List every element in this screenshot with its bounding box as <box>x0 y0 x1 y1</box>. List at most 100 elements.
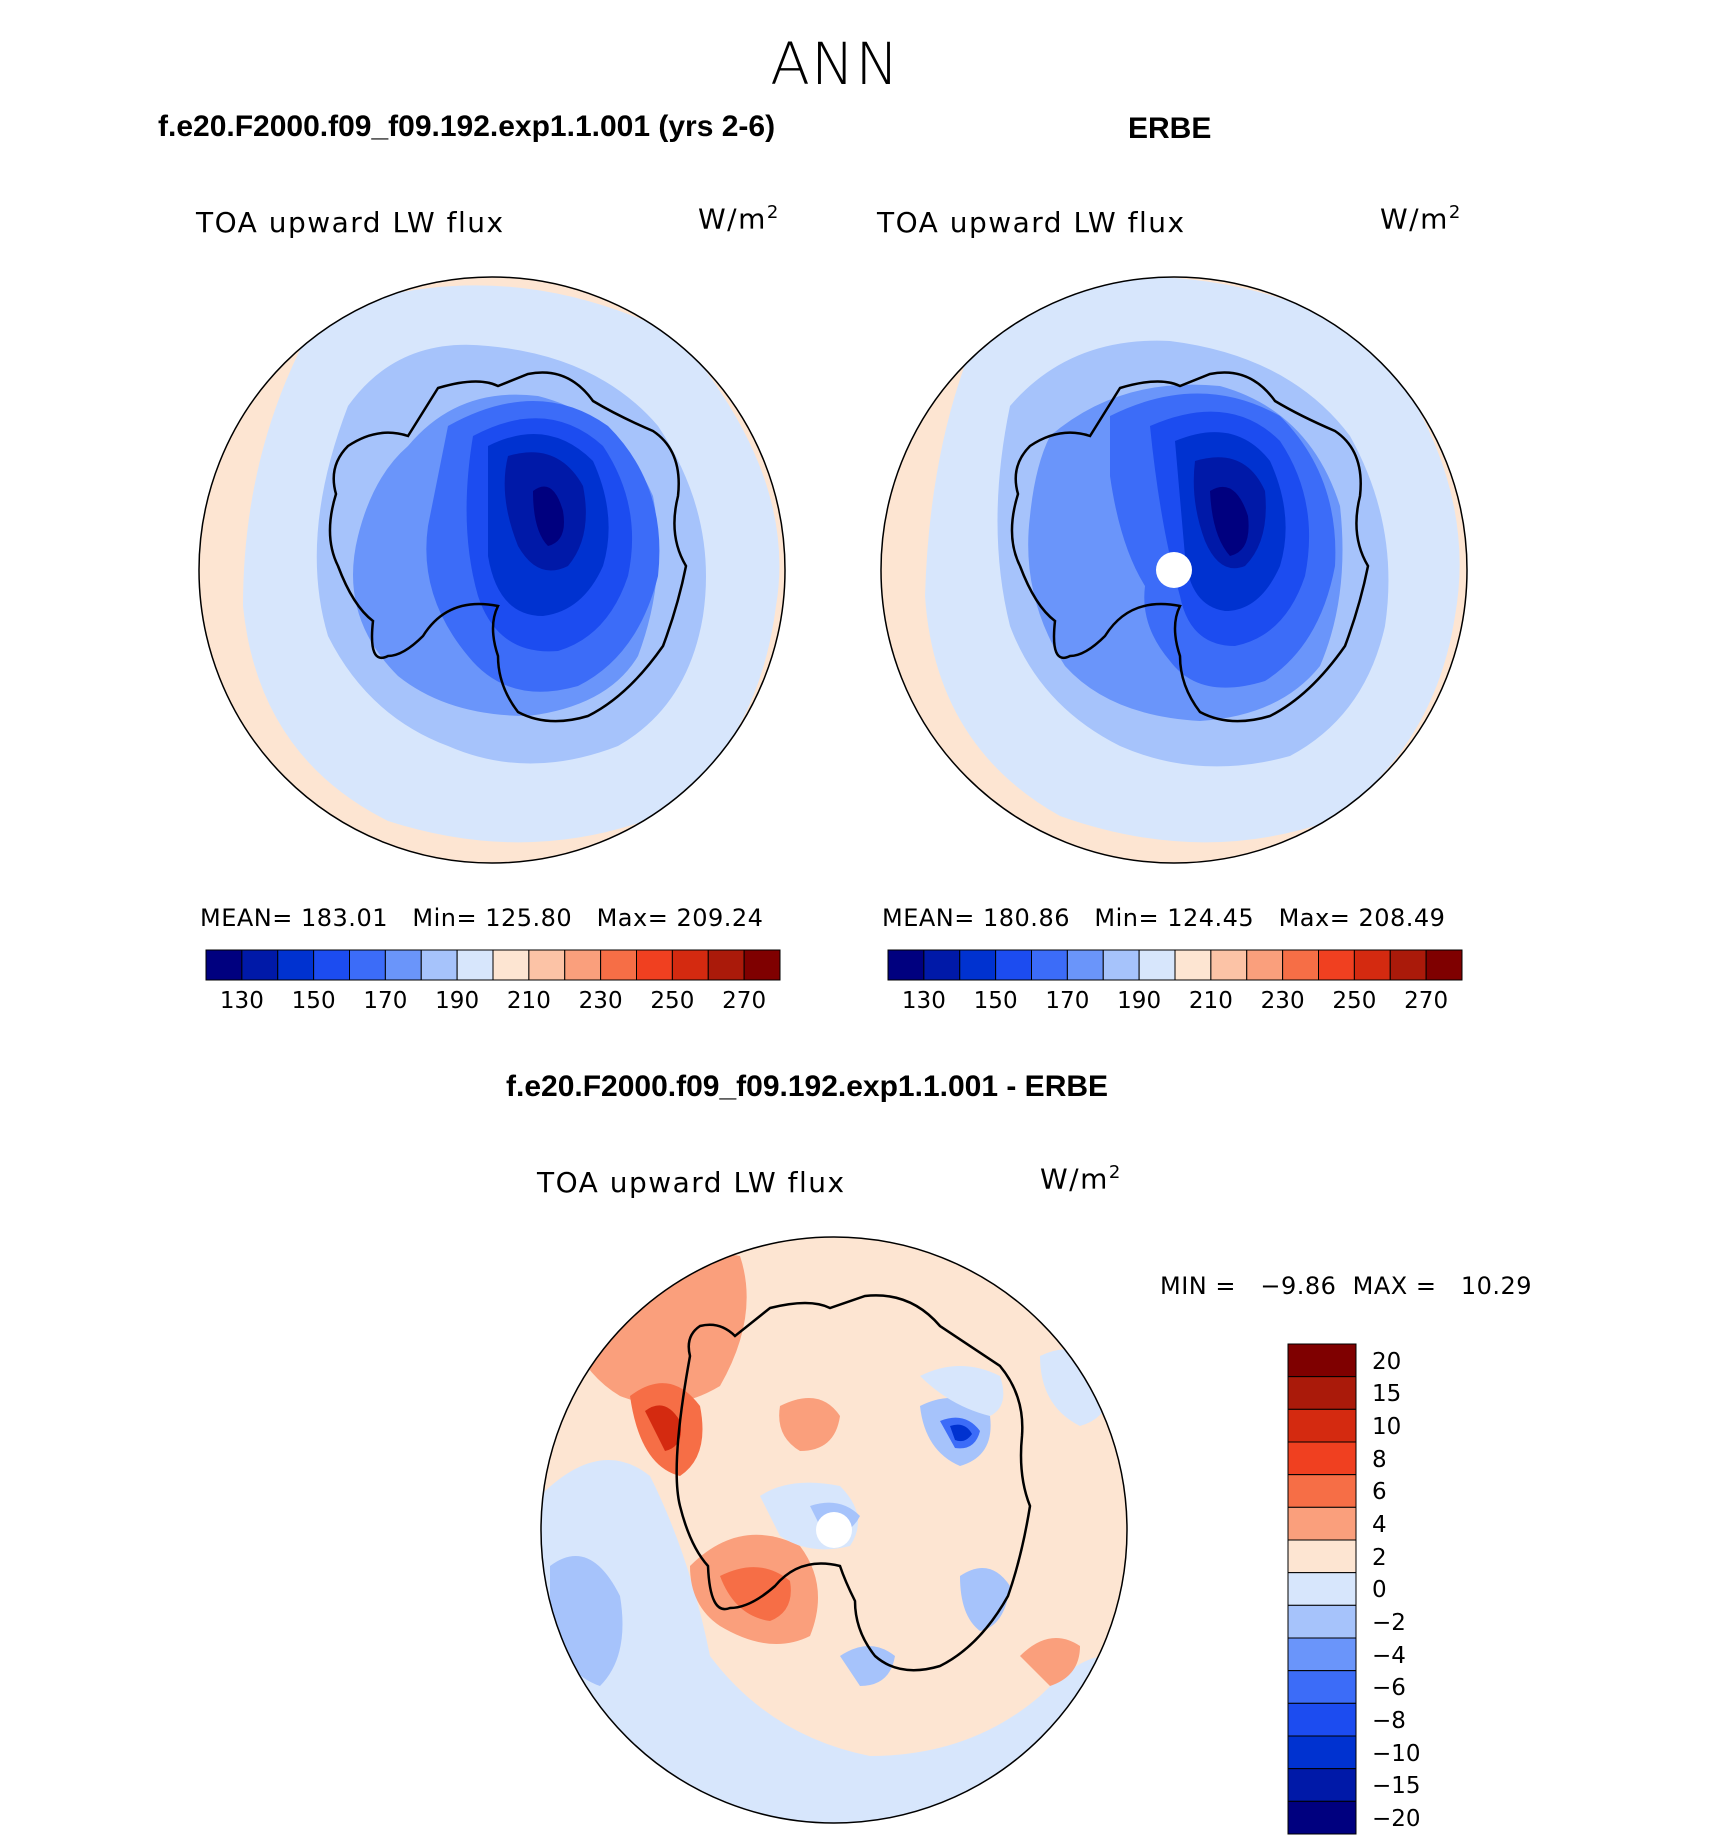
right-units-text: W/m <box>1380 202 1449 236</box>
right-colorbar-tick-label: 130 <box>901 988 946 1014</box>
right-polar-map <box>880 276 1468 864</box>
diff-colorbar-tick-label: −6 <box>1372 1675 1406 1702</box>
left-colorbar-ticks: 130 150 170 190 210 230 250 270 <box>206 988 780 1018</box>
right-max-label: Max= <box>1278 904 1351 932</box>
diff-colorbar-cell <box>1287 1572 1357 1606</box>
diff-colorbar-tick-label: −20 <box>1372 1806 1421 1832</box>
diff-polar-map <box>540 1236 1128 1824</box>
left-colorbar-cell <box>384 949 422 981</box>
left-colorbar-cell <box>313 949 350 981</box>
right-max-value: 208.49 <box>1358 904 1446 932</box>
right-colorbar-cell <box>1174 949 1212 981</box>
left-colorbar-tick-label: 230 <box>578 988 623 1014</box>
figure-title: ANN <box>770 30 900 98</box>
left-colorbar-tick-label: 190 <box>435 988 480 1014</box>
diff-colorbar-cell <box>1287 1441 1357 1476</box>
left-colorbar-tick-label: 170 <box>363 988 408 1014</box>
right-colorbar-cell <box>1066 949 1104 981</box>
diff-colorbar-cell <box>1287 1539 1357 1574</box>
diff-colorbar-cell <box>1287 1670 1357 1704</box>
right-colorbar-tick-label: 170 <box>1045 988 1090 1014</box>
left-units-sup: 2 <box>766 202 780 223</box>
right-units-sup: 2 <box>1448 202 1462 223</box>
diff-colorbar-cell <box>1287 1702 1357 1737</box>
left-colorbar-tick-label: 250 <box>650 988 695 1014</box>
diff-minmax: MIN = −9.86 MAX = 10.29 <box>1160 1272 1533 1300</box>
left-colorbar-cell <box>600 949 637 981</box>
diff-units-label: W/m2 <box>1040 1162 1122 1195</box>
left-colorbar-cell <box>492 949 530 981</box>
right-colorbar-cell <box>923 949 961 981</box>
left-variable-label: TOA upward LW flux <box>196 206 505 239</box>
right-colorbar-ticks: 130 150 170 190 210 230 250 270 <box>888 988 1462 1018</box>
diff-colorbar-tick-label: 4 <box>1372 1512 1387 1538</box>
right-colorbar-cell <box>1282 949 1319 981</box>
left-max-value: 209.24 <box>676 904 764 932</box>
right-colorbar-cell <box>1031 949 1068 981</box>
diff-colorbar-tick-label: 15 <box>1372 1381 1402 1408</box>
left-colorbar-cell <box>671 949 709 981</box>
diff-colorbar-tick-label: −15 <box>1372 1773 1421 1800</box>
right-colorbar-cell <box>995 949 1032 981</box>
right-colorbar-cell <box>1246 949 1284 981</box>
left-stats: MEAN= 183.01 Min= 125.80 Max= 209.24 <box>200 904 763 932</box>
left-colorbar-tick-label: 210 <box>506 988 551 1014</box>
left-polar-map <box>198 276 786 864</box>
diff-variable-label: TOA upward LW flux <box>537 1166 846 1199</box>
right-min-value: 124.45 <box>1167 904 1255 932</box>
left-colorbar-cell <box>205 949 243 981</box>
right-panel-title: ERBE <box>1128 112 1212 145</box>
diff-colorbar-tick-label: 20 <box>1372 1348 1402 1375</box>
right-colorbar-tick-label: 250 <box>1332 988 1377 1014</box>
diff-colorbar-tick-label: 2 <box>1372 1544 1387 1571</box>
right-colorbar-tick-label: 150 <box>973 988 1018 1014</box>
left-colorbar-tick-label: 130 <box>219 988 264 1014</box>
diff-colorbar-tick-label: −8 <box>1372 1708 1406 1734</box>
diff-colorbar-cell <box>1287 1604 1357 1639</box>
diff-units-sup: 2 <box>1108 1162 1122 1183</box>
left-colorbar-cell <box>743 949 781 981</box>
left-units-text: W/m <box>698 202 767 236</box>
right-colorbar-cell <box>1318 949 1355 981</box>
diff-colorbar-cell <box>1287 1506 1357 1541</box>
diff-colorbar-tick-label: −4 <box>1372 1642 1406 1669</box>
diff-colorbar-tick-label: 0 <box>1372 1577 1387 1604</box>
diff-colorbar-tick-label: −2 <box>1372 1610 1406 1636</box>
diff-colorbar-cell <box>1287 1637 1357 1672</box>
right-min-label: Min= <box>1094 904 1160 932</box>
diff-colorbar-tick-label: 8 <box>1372 1446 1387 1473</box>
left-colorbar <box>205 949 781 981</box>
right-units-label: W/m2 <box>1380 202 1462 235</box>
left-mean-value: 183.01 <box>301 904 388 932</box>
left-colorbar-cell <box>241 949 279 981</box>
diff-colorbar-cell <box>1287 1343 1357 1378</box>
diff-colorbar-tick-label: −10 <box>1372 1740 1421 1767</box>
right-colorbar-cell <box>1210 949 1248 981</box>
right-colorbar-cell <box>1102 949 1140 981</box>
right-colorbar <box>887 949 1463 981</box>
diff-panel-title: f.e20.F2000.f09_f09.192.exp1.1.001 - ERB… <box>506 1070 1109 1103</box>
right-colorbar-tick-label: 190 <box>1117 988 1162 1014</box>
right-mean-value: 180.86 <box>983 904 1070 932</box>
left-colorbar-cell <box>707 949 745 981</box>
left-colorbar-cell <box>456 949 494 981</box>
left-mean-label: MEAN= <box>200 904 293 932</box>
left-panel-title: f.e20.F2000.f09_f09.192.exp1.1.001 (yrs … <box>158 110 776 143</box>
left-colorbar-tick-label: 270 <box>722 988 767 1014</box>
right-stats: MEAN= 180.86 Min= 124.45 Max= 208.49 <box>882 904 1445 932</box>
left-colorbar-cell <box>349 949 386 981</box>
right-colorbar-cell <box>959 949 997 981</box>
left-colorbar-cell <box>636 949 673 981</box>
diff-colorbar-cell <box>1287 1408 1357 1443</box>
right-colorbar-cell <box>887 949 925 981</box>
diff-colorbar-cell <box>1287 1768 1357 1802</box>
diff-colorbar-cell <box>1287 1474 1357 1508</box>
diff-units-text: W/m <box>1040 1162 1109 1196</box>
right-variable-label: TOA upward LW flux <box>877 206 1186 239</box>
right-colorbar-tick-label: 230 <box>1260 988 1305 1014</box>
right-colorbar-cell <box>1138 949 1176 981</box>
left-min-value: 125.80 <box>485 904 573 932</box>
right-colorbar-tick-label: 210 <box>1188 988 1233 1014</box>
diff-colorbar-cell <box>1287 1376 1357 1410</box>
diff-colorbar <box>1287 1343 1357 1835</box>
